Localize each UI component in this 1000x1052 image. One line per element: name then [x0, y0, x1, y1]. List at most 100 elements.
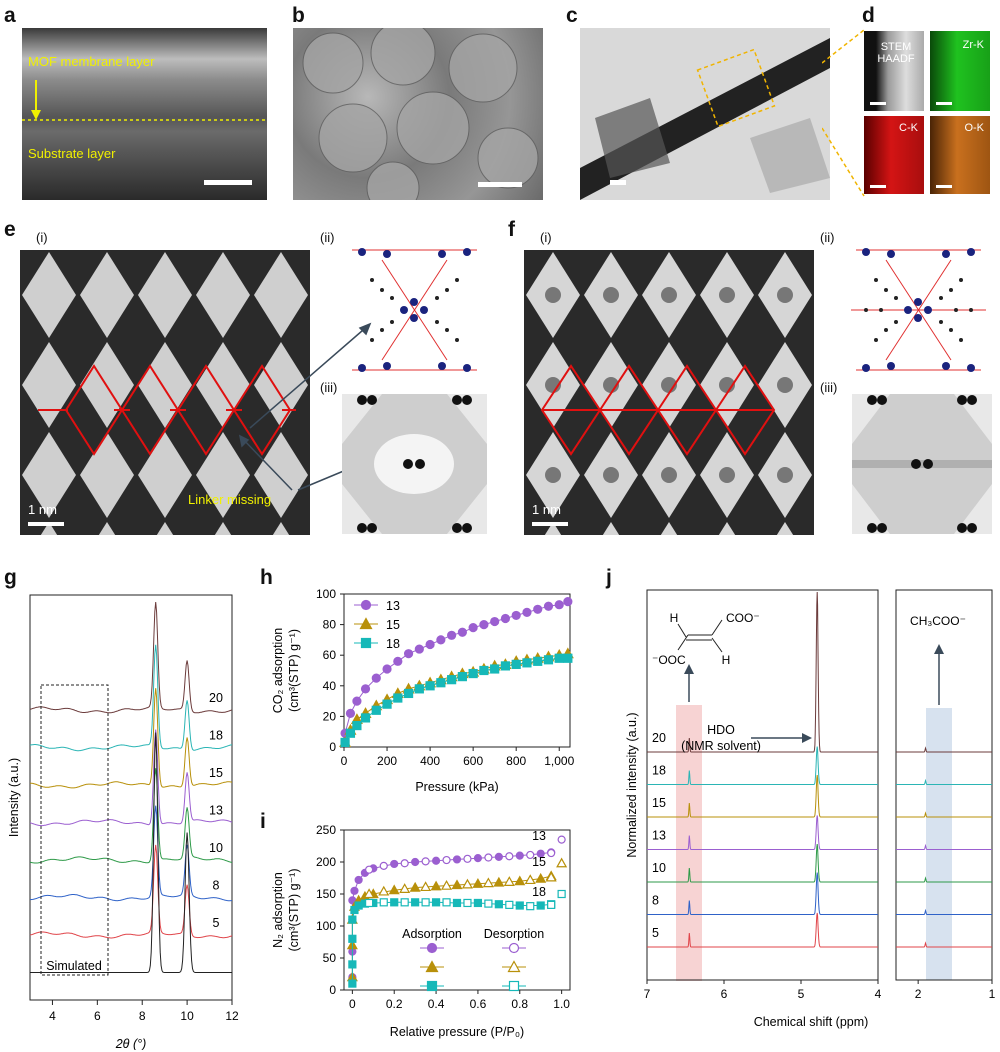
h-legend-label: 13: [386, 599, 400, 613]
h-point: [425, 639, 435, 650]
g-series-18: [29, 644, 233, 752]
g-series-label: 10: [209, 841, 223, 855]
h-point: [500, 661, 511, 671]
j-hdo-sub-label: (NMR solvent): [681, 739, 761, 753]
j-x-tick-label: 1: [989, 987, 996, 1001]
h-legend-label: 15: [386, 618, 400, 632]
i-ads-point: [430, 880, 442, 891]
i-des-point: [547, 848, 556, 858]
i-des-point: [421, 857, 430, 866]
g-series-label: 8: [213, 879, 220, 893]
j-right-spectrum-13: [896, 843, 992, 850]
i-y-axis-label-2: (cm³(STP) g⁻¹): [287, 869, 301, 952]
i-legend-ads-marker: [426, 980, 438, 992]
j-left-spectrum-13: [647, 815, 878, 850]
h-point: [340, 737, 350, 748]
j-series-label: 5: [652, 926, 659, 940]
h-point: [414, 684, 424, 694]
e-simulated-image: [342, 394, 487, 534]
i-ads-point: [452, 855, 462, 864]
h-point: [554, 600, 564, 610]
h-point: [563, 597, 573, 607]
h-point: [447, 630, 457, 640]
i-des-point: [547, 900, 556, 909]
j-y-axis-label: Normalized intensity (a.u.): [625, 712, 639, 857]
i-ads-point: [473, 898, 483, 908]
i-des-point: [378, 885, 390, 896]
h-legend-marker: [359, 617, 373, 630]
i-x-tick-label: 0.2: [386, 997, 403, 1011]
h-point: [371, 673, 381, 683]
h-point: [490, 664, 500, 674]
g-x-tick-label: 4: [49, 1009, 56, 1023]
g-series-20: [29, 601, 233, 714]
h-point: [479, 619, 489, 630]
j-series-label: 15: [652, 796, 666, 810]
i-x-tick-label: 0: [349, 997, 356, 1011]
j-fumarate-bond: [711, 637, 723, 653]
i-ads-point: [348, 960, 357, 969]
panel-f-sub-i: (i): [540, 230, 552, 245]
h-point: [403, 688, 414, 699]
h-point: [403, 649, 414, 659]
h-point: [511, 610, 521, 621]
i-x-tick-label: 0.6: [470, 997, 487, 1011]
g-series-label: 20: [209, 691, 223, 705]
membrane-layer-label: MOF membrane layer: [28, 54, 155, 69]
h-x-tick-label: 400: [420, 754, 440, 768]
g-simulated-box: [40, 684, 109, 976]
j-acetate-arrowhead: [934, 644, 944, 654]
f-structure-model: [846, 240, 991, 380]
i-des-point: [442, 855, 451, 865]
g-plot-frame: [29, 594, 233, 1001]
h-x-axis-label: Pressure (kPa): [415, 780, 498, 794]
zr-map-tile: Zr-K: [930, 31, 990, 111]
h-point: [533, 604, 543, 614]
e-structure-model: [342, 240, 487, 380]
i-des-point: [463, 898, 472, 908]
j-right-spectrum-5: [896, 941, 992, 948]
i-ads-point: [515, 901, 524, 910]
h-point: [345, 728, 356, 738]
i-y-axis-label-1: N₂ adsorption: [271, 872, 285, 948]
panel-b-label: b: [292, 4, 305, 27]
i-des-point: [365, 865, 374, 874]
h-point: [543, 655, 554, 665]
g-x-tick-label: 12: [225, 1009, 239, 1023]
e-scale-label: 1 nm: [28, 502, 57, 517]
h-point: [543, 601, 554, 611]
h-plot-frame: [343, 593, 571, 748]
j-right-spectrum-10: [896, 876, 992, 883]
j-left-spectrum-10: [647, 843, 878, 883]
h-point: [522, 658, 532, 668]
j-x-tick-label: 4: [875, 987, 882, 1001]
h-y-tick-label: 40: [323, 679, 337, 693]
g-series-label: 13: [209, 804, 223, 818]
i-plot-frame: [343, 829, 571, 991]
i-legend-des-marker: [508, 942, 520, 954]
g-simulated-label: Simulated: [46, 959, 102, 973]
h-point: [447, 675, 457, 685]
f-simulated-image: [852, 394, 992, 534]
i-y-tick-label: 200: [316, 855, 336, 869]
j-series-label: 20: [652, 731, 666, 745]
h-y-axis-label-2: (cm³(STP) g⁻¹): [287, 629, 301, 712]
i-ads-point: [388, 884, 400, 895]
i-des-point: [526, 902, 535, 911]
h-point: [414, 644, 424, 654]
i-ads-point: [390, 859, 399, 869]
panel-f-sub-ii: (ii): [820, 230, 835, 245]
linker-missing-label: Linker missing: [188, 492, 272, 507]
h-point: [563, 653, 573, 663]
i-x-tick-label: 1.0: [553, 997, 570, 1011]
h-legend-marker: [360, 599, 372, 611]
h-x-tick-label: 200: [377, 754, 397, 768]
substrate-layer-label: Substrate layer: [28, 146, 116, 161]
i-des-point: [482, 877, 494, 888]
i-ads-point: [390, 898, 399, 907]
h-point: [352, 720, 362, 731]
i-ads-point: [348, 915, 357, 924]
j-series-label: 18: [652, 764, 666, 778]
panel-a-label: a: [4, 4, 16, 27]
i-des-point: [526, 850, 535, 860]
